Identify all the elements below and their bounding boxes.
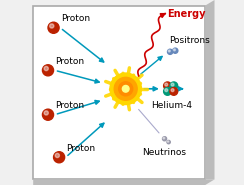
Text: Helium-4: Helium-4 xyxy=(152,101,193,110)
Circle shape xyxy=(55,153,60,158)
Circle shape xyxy=(171,83,174,86)
Circle shape xyxy=(110,73,142,105)
Circle shape xyxy=(122,85,129,92)
Text: Proton: Proton xyxy=(55,57,84,66)
Circle shape xyxy=(53,152,65,163)
Circle shape xyxy=(170,82,178,90)
Text: Positrons: Positrons xyxy=(169,36,210,45)
Circle shape xyxy=(42,65,53,76)
Polygon shape xyxy=(205,0,214,179)
Circle shape xyxy=(165,83,168,86)
Polygon shape xyxy=(33,179,214,185)
Circle shape xyxy=(48,22,59,33)
Circle shape xyxy=(170,88,178,95)
Circle shape xyxy=(44,66,48,71)
Text: Proton: Proton xyxy=(55,101,84,110)
Circle shape xyxy=(163,137,167,141)
Circle shape xyxy=(44,111,48,115)
Text: Proton: Proton xyxy=(66,144,95,153)
Text: Proton: Proton xyxy=(61,14,90,23)
Circle shape xyxy=(164,88,171,95)
Circle shape xyxy=(114,77,137,100)
Circle shape xyxy=(171,89,174,92)
Circle shape xyxy=(173,48,178,53)
Circle shape xyxy=(168,50,170,52)
Circle shape xyxy=(42,109,53,120)
Circle shape xyxy=(167,140,170,144)
Circle shape xyxy=(167,141,169,142)
FancyBboxPatch shape xyxy=(33,6,205,179)
Circle shape xyxy=(163,137,165,139)
Circle shape xyxy=(168,49,173,54)
Circle shape xyxy=(50,24,54,28)
Text: Neutrinos: Neutrinos xyxy=(142,148,187,157)
Text: Energy: Energy xyxy=(167,9,205,19)
Circle shape xyxy=(119,82,133,96)
Circle shape xyxy=(164,82,171,90)
Circle shape xyxy=(173,49,175,51)
Circle shape xyxy=(165,89,168,92)
